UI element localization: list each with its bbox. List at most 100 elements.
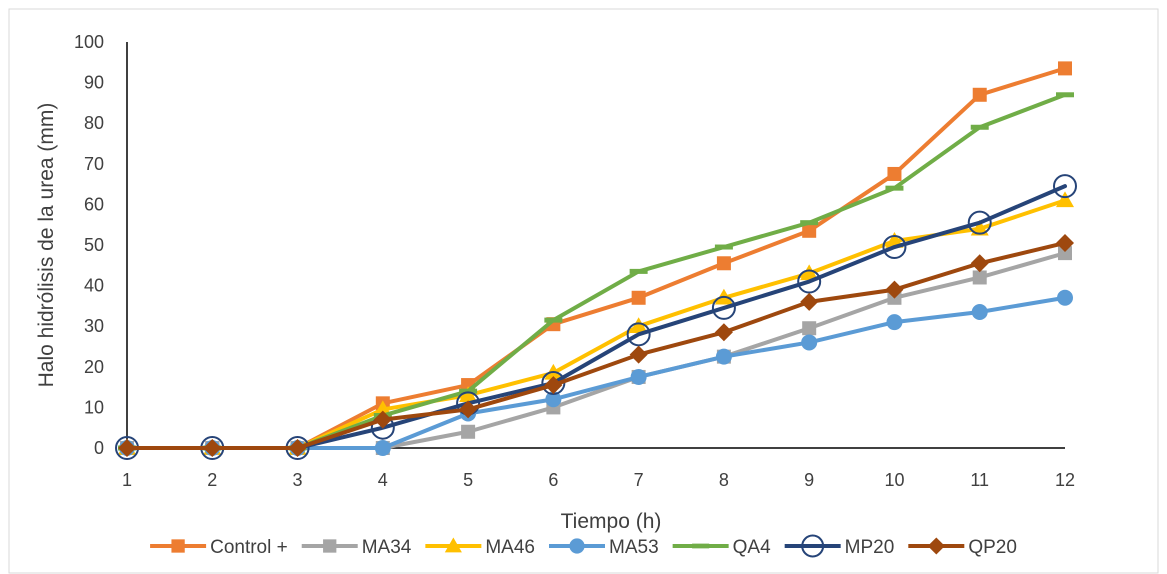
legend-label: Control + xyxy=(210,537,288,558)
legend-item-qp20: QP20 xyxy=(908,537,1017,558)
legend-label: MA46 xyxy=(485,537,535,558)
data-point-qp20 xyxy=(203,439,222,457)
data-point-ma53 xyxy=(1057,289,1073,306)
data-point-control xyxy=(802,223,817,238)
y-axis-title: Halo hidrólisis de la urea (mm) xyxy=(35,103,58,388)
y-tick-label: 90 xyxy=(84,73,104,93)
data-point-ma53 xyxy=(801,334,818,351)
data-point-ma46 xyxy=(629,317,648,333)
legend-label: MA34 xyxy=(362,537,412,558)
data-point-ma46 xyxy=(970,219,989,236)
series-group xyxy=(115,61,1077,460)
data-point-qp20 xyxy=(118,439,136,457)
data-point-mp20 xyxy=(882,235,907,260)
data-point-ma34 xyxy=(461,424,476,439)
legend-marker xyxy=(927,537,945,555)
legend-marker xyxy=(569,538,585,554)
legend-item-mp20: MP20 xyxy=(784,534,895,558)
legend: Control + MA34 MA46 MA53 QA4 MP20 QP20 xyxy=(150,534,1017,558)
data-point-ma46 xyxy=(800,264,819,281)
data-point-control xyxy=(1058,61,1072,76)
y-tick-label: 80 xyxy=(84,113,104,133)
data-point-control xyxy=(631,290,646,305)
data-point-ma53 xyxy=(545,391,562,408)
series-qp20 xyxy=(118,233,1074,457)
data-point-ma53 xyxy=(886,314,903,331)
x-tick-labels: 1 2 3 4 5 6 7 8 9 10 11 12 xyxy=(122,470,1075,490)
x-tick-label: 9 xyxy=(804,470,814,490)
y-tick-label: 20 xyxy=(84,357,104,377)
legend-label: QP20 xyxy=(968,537,1017,558)
y-tick-label: 70 xyxy=(84,154,104,174)
x-axis-title: Tiempo (h) xyxy=(561,510,662,533)
data-point-ma53 xyxy=(374,440,391,456)
y-tick-label: 10 xyxy=(84,397,104,417)
data-point-control xyxy=(716,256,731,271)
data-point-qp20 xyxy=(459,400,478,419)
y-tick-label: 0 xyxy=(94,438,104,458)
data-point-qp20 xyxy=(800,292,819,311)
legend-marker xyxy=(323,539,337,553)
legend-item-qa4: QA4 xyxy=(672,537,771,558)
data-point-qp20 xyxy=(373,410,392,429)
data-point-qp20 xyxy=(1056,233,1074,252)
legend-item-ma46: MA46 xyxy=(425,537,535,558)
x-tick-label: 7 xyxy=(634,470,644,490)
series-line-qp20 xyxy=(125,240,1067,450)
x-tick-label: 2 xyxy=(207,470,217,490)
y-tick-label: 60 xyxy=(84,194,104,214)
data-point-ma46 xyxy=(1056,191,1074,208)
data-point-qa4 xyxy=(629,268,648,274)
x-tick-label: 12 xyxy=(1055,470,1075,490)
data-point-ma34 xyxy=(972,270,987,285)
data-point-qp20 xyxy=(970,254,989,273)
x-tick-label: 6 xyxy=(548,470,558,490)
legend-label: MP20 xyxy=(845,537,895,558)
x-tick-label: 3 xyxy=(293,470,303,490)
legend-marker xyxy=(801,534,825,558)
legend-marker xyxy=(692,543,710,549)
data-point-control xyxy=(887,166,902,181)
data-point-qp20 xyxy=(629,345,648,364)
x-tick-label: 5 xyxy=(463,470,473,490)
data-point-mp20 xyxy=(797,269,822,294)
data-point-qa4 xyxy=(885,185,904,191)
y-tick-label: 100 xyxy=(74,32,104,52)
data-point-mp20 xyxy=(626,322,651,347)
data-point-qa4 xyxy=(1056,92,1074,98)
y-tick-label: 50 xyxy=(84,235,104,255)
data-point-mp20 xyxy=(711,295,736,320)
legend-label: QA4 xyxy=(733,537,771,558)
data-point-qa4 xyxy=(714,244,733,250)
data-point-qa4 xyxy=(544,317,563,323)
legend-item-ma34: MA34 xyxy=(301,537,412,558)
x-tick-label: 4 xyxy=(378,470,388,490)
data-point-qa4 xyxy=(970,124,989,130)
data-point-ma53 xyxy=(715,348,732,365)
data-point-mp20 xyxy=(1053,174,1077,199)
data-point-ma53 xyxy=(630,368,647,385)
legend-item-control: Control + xyxy=(150,537,288,558)
x-tick-label: 11 xyxy=(970,470,989,490)
data-point-qp20 xyxy=(288,439,307,457)
data-point-qp20 xyxy=(544,376,563,395)
data-point-ma34 xyxy=(802,321,817,336)
legend-label: MA53 xyxy=(609,537,659,558)
legend-item-ma53: MA53 xyxy=(549,537,659,558)
data-point-qa4 xyxy=(459,388,478,394)
data-point-mp20 xyxy=(967,210,992,235)
data-point-ma34 xyxy=(1058,246,1072,261)
data-point-control xyxy=(972,87,987,102)
y-tick-label: 40 xyxy=(84,276,104,296)
data-point-qp20 xyxy=(714,323,733,342)
chart-frame xyxy=(8,8,1159,574)
data-point-qa4 xyxy=(800,220,819,226)
data-point-qp20 xyxy=(885,280,904,299)
y-tick-label: 30 xyxy=(84,316,104,336)
data-point-ma46 xyxy=(459,386,478,402)
legend-marker xyxy=(171,539,185,553)
x-tick-label: 8 xyxy=(719,470,729,490)
x-tick-label: 1 xyxy=(122,470,132,490)
